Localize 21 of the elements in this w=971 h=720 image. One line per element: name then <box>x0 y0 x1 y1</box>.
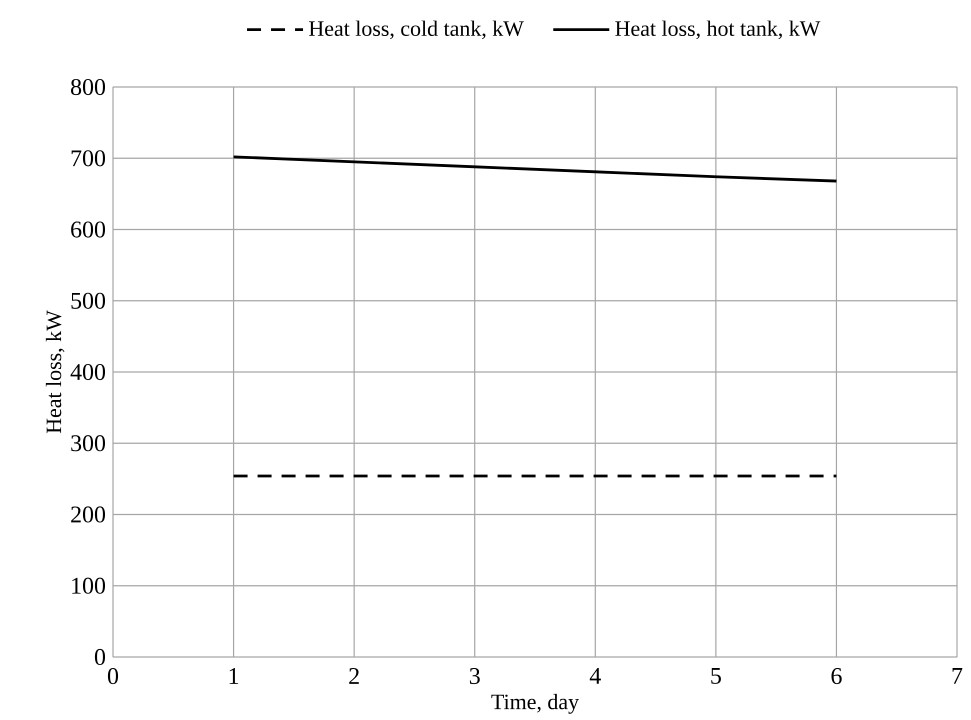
y-tick-label: 200 <box>71 506 106 522</box>
y-tick-label: 100 <box>72 577 106 594</box>
y-axis-title: Heat loss, kW <box>46 310 64 433</box>
x-axis-title: Time, day <box>491 694 579 714</box>
y-tick-label: 700 <box>72 150 106 166</box>
x-tick-label: 3 <box>470 668 480 684</box>
x-tick-label: 1 <box>230 668 238 684</box>
y-tick-label: 0 <box>94 648 106 665</box>
x-tick-label: 2 <box>349 668 359 684</box>
legend-label: Heat loss, hot tank, kW <box>615 20 820 39</box>
x-tick-label: 7 <box>952 668 962 684</box>
y-tick-label: 500 <box>71 292 106 309</box>
x-tick-label: 0 <box>108 668 118 684</box>
y-tick-label: 600 <box>71 221 106 238</box>
legend-label: Heat loss, cold tank, kW <box>309 20 524 39</box>
x-tick-label: 6 <box>831 668 842 684</box>
y-tick-label: 300 <box>71 434 106 452</box>
x-tick-label: 4 <box>590 668 601 684</box>
x-tick-label: 5 <box>711 668 721 684</box>
y-tick-label: 400 <box>70 364 106 380</box>
y-tick-label: 800 <box>71 78 106 95</box>
